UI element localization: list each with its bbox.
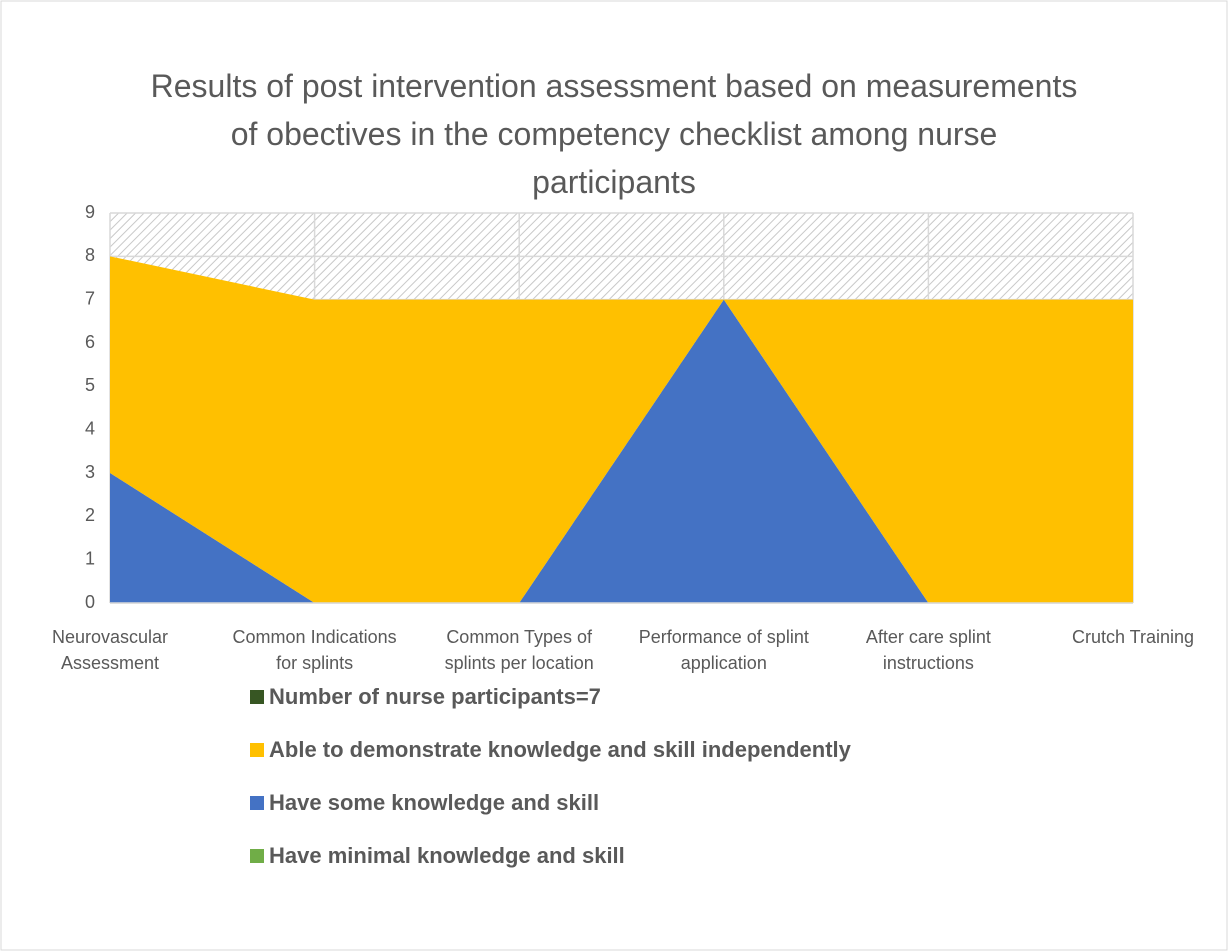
- legend-swatch: [250, 849, 264, 863]
- legend-swatch: [250, 796, 264, 810]
- y-tick-label: 2: [85, 505, 95, 525]
- x-tick-label: Common Indications for splints: [232, 627, 397, 673]
- y-tick-label: 8: [85, 245, 95, 265]
- y-tick-label: 1: [85, 548, 95, 568]
- x-tick-label: Performance of splint application: [638, 627, 809, 673]
- y-tick-label: 6: [85, 332, 95, 352]
- chart-title: Results of post intervention assessment …: [150, 68, 1078, 200]
- x-tick-label: Common Types of splints per location: [444, 627, 594, 673]
- legend-label: Able to demonstrate knowledge and skill …: [269, 737, 852, 762]
- y-tick-label: 0: [85, 592, 95, 612]
- y-tick-label: 7: [85, 288, 95, 308]
- x-tick-label: Neurovascular Assessment: [51, 627, 169, 673]
- legend-swatch: [250, 690, 264, 704]
- y-tick-label: 5: [85, 375, 95, 395]
- area: [110, 256, 1133, 603]
- legend-label: Number of nurse participants=7: [269, 684, 601, 709]
- y-tick-label: 3: [85, 462, 95, 482]
- y-tick-label: 4: [85, 418, 95, 438]
- legend-swatch: [250, 743, 264, 757]
- legend-label: Have minimal knowledge and skill: [269, 843, 625, 868]
- legend-label: Have some knowledge and skill: [269, 790, 599, 815]
- area: [110, 299, 1133, 603]
- y-tick-label: 9: [85, 202, 95, 222]
- x-tick-label: Crutch Training: [1071, 627, 1195, 647]
- x-tick-label: After care splint instructions: [865, 627, 991, 673]
